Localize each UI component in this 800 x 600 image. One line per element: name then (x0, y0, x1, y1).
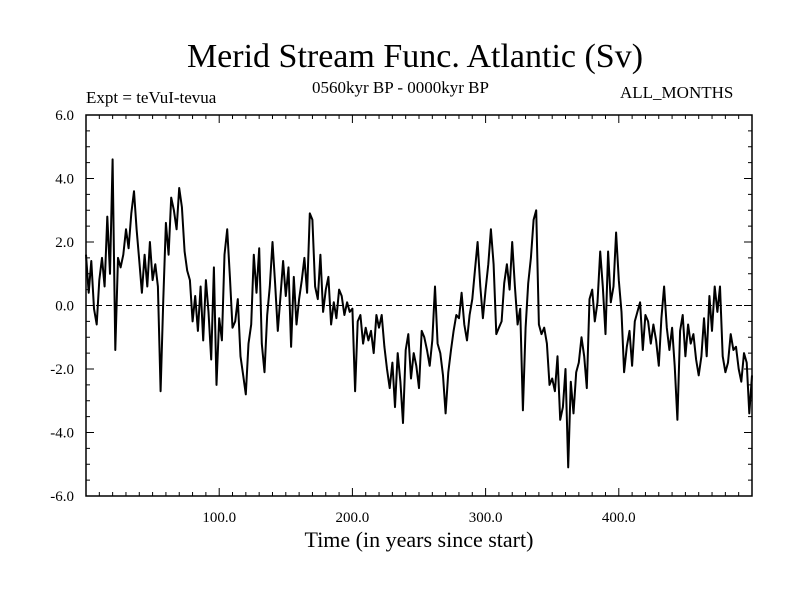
y-tick-label: -2.0 (50, 362, 74, 378)
chart-subtitle: 0560kyr BP - 0000kyr BP (312, 78, 489, 97)
months-label: ALL_MONTHS (620, 83, 734, 102)
experiment-label: Expt = teVuI-tevua (86, 88, 217, 107)
y-tick-label: -4.0 (50, 426, 74, 442)
x-tick-label: 300.0 (469, 510, 503, 526)
y-axis: 6.0 4.0 2.0 0.0 -2.0 -4.0 -6.0 (50, 108, 752, 505)
y-tick-label: 6.0 (55, 108, 74, 124)
x-axis: 100.0 200.0 300.0 400.0 (85, 115, 753, 526)
y-tick-label: 2.0 (55, 235, 74, 251)
y-tick-label: 4.0 (55, 172, 74, 188)
x-tick-label: 100.0 (202, 510, 236, 526)
x-tick-label: 400.0 (602, 510, 636, 526)
x-tick-label: 200.0 (336, 510, 370, 526)
y-tick-label: -6.0 (50, 489, 74, 505)
y-tick-label: 0.0 (55, 299, 74, 315)
series-line (85, 158, 753, 469)
x-axis-label: Time (in years since start) (304, 527, 534, 552)
chart-title: Merid Stream Func. Atlantic (Sv) (186, 38, 644, 75)
